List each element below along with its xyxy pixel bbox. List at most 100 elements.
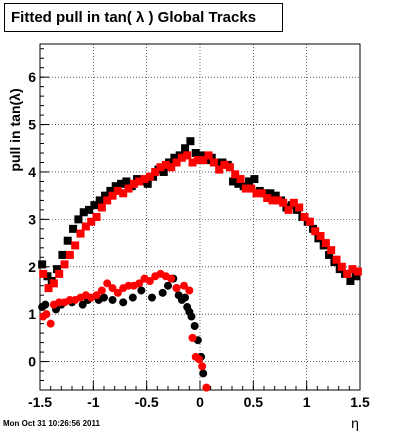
- data-point-square: [113, 186, 122, 195]
- data-point-square: [87, 217, 96, 226]
- data-point-square: [231, 170, 240, 179]
- x-tick-label: -1.5: [28, 394, 52, 410]
- data-point-square: [140, 175, 149, 184]
- data-point-circle: [190, 322, 199, 331]
- data-point-square: [55, 269, 64, 278]
- data-point-square: [135, 177, 144, 186]
- data-point-square: [145, 172, 154, 181]
- data-point-square: [268, 196, 277, 205]
- data-point-square: [71, 241, 80, 250]
- data-point-square: [167, 163, 176, 172]
- data-point-square: [266, 189, 275, 198]
- data-point-square: [183, 151, 192, 160]
- data-point-square: [38, 260, 47, 269]
- data-point-square: [143, 179, 152, 188]
- data-point-circle: [187, 312, 196, 321]
- y-tick-label: 5: [28, 117, 36, 133]
- data-point-square: [117, 179, 126, 188]
- data-point-square: [321, 239, 330, 248]
- data-point-square: [199, 156, 208, 165]
- data-point-square: [58, 250, 67, 259]
- data-point-square: [229, 177, 238, 186]
- data-point-square: [69, 224, 78, 233]
- data-point-square: [337, 262, 346, 271]
- data-point-square: [111, 182, 120, 191]
- data-point-square: [234, 179, 243, 188]
- data-point-square: [124, 184, 133, 193]
- data-point-circle: [180, 281, 188, 290]
- data-point-square: [351, 272, 360, 281]
- data-point-circle: [199, 369, 208, 378]
- data-point-circle: [41, 300, 50, 309]
- data-point-square: [161, 160, 170, 169]
- data-point-square: [316, 231, 325, 240]
- data-point-circle: [128, 293, 137, 302]
- data-point-square: [284, 205, 293, 214]
- data-point-square: [348, 265, 357, 274]
- data-point-square: [95, 196, 104, 205]
- data-point-square: [81, 222, 90, 231]
- data-point-circle: [135, 279, 144, 288]
- data-point-square: [245, 177, 254, 186]
- data-point-square: [181, 144, 190, 153]
- data-point-square: [327, 246, 336, 255]
- data-point-square: [346, 276, 355, 285]
- data-point-square: [90, 201, 99, 210]
- chart-title: Fitted pull in tan( λ ) Global Tracks: [4, 3, 283, 32]
- data-point-circle: [167, 274, 176, 283]
- x-axis-label: η: [351, 415, 359, 431]
- data-point-square: [39, 269, 48, 278]
- data-point-square: [186, 137, 195, 146]
- data-point-square: [295, 203, 304, 212]
- data-point-circle: [119, 298, 128, 307]
- data-point-square: [85, 205, 94, 214]
- y-tick-label: 6: [28, 69, 36, 85]
- data-point-square: [103, 196, 112, 205]
- data-point-circle: [202, 383, 211, 392]
- data-point-square: [92, 213, 101, 221]
- data-point-square: [236, 175, 245, 184]
- data-point-square: [204, 151, 213, 160]
- data-point-circle: [164, 281, 172, 290]
- data-point-circle: [42, 310, 51, 319]
- data-point-circle: [194, 355, 203, 364]
- data-point-circle: [108, 284, 117, 293]
- data-point-square: [252, 189, 261, 198]
- data-point-square: [53, 265, 62, 274]
- axis-layer: -1.5 -1 -0.5 0 0.5 1 1.5 0 1 2 3 4 5 6: [28, 48, 370, 410]
- data-point-circle: [46, 319, 55, 328]
- data-point-circle: [97, 286, 106, 295]
- data-point-square: [279, 198, 288, 207]
- data-point-square: [197, 151, 206, 160]
- data-point-square: [273, 196, 282, 205]
- data-point-square: [159, 167, 168, 176]
- data-point-square: [241, 184, 250, 193]
- data-point-square: [76, 229, 85, 238]
- data-point-circle: [78, 300, 87, 309]
- x-tick-label: 1.5: [350, 394, 370, 410]
- data-point-square: [305, 217, 314, 226]
- data-point-square: [257, 189, 266, 198]
- data-point-square: [193, 156, 202, 165]
- data-point-circle: [172, 284, 181, 293]
- series-3: [39, 269, 211, 392]
- data-point-circle: [181, 293, 190, 302]
- data-point-square: [325, 250, 334, 259]
- data-point-square: [101, 191, 110, 200]
- data-point-square: [65, 250, 74, 259]
- data-point-circle: [100, 293, 108, 302]
- data-point-circle: [148, 293, 156, 302]
- x-tick-label: 0.5: [244, 394, 264, 410]
- data-point-square: [332, 255, 341, 264]
- series-1: [39, 151, 362, 293]
- data-point-square: [177, 153, 186, 162]
- data-point-circle: [158, 288, 167, 297]
- data-point-square: [60, 260, 69, 269]
- data-point-square: [170, 153, 179, 162]
- data-point-circle: [113, 288, 122, 297]
- data-point-square: [220, 160, 229, 169]
- data-point-square: [151, 167, 160, 176]
- data-point-square: [106, 186, 115, 195]
- data-point-square: [191, 149, 200, 158]
